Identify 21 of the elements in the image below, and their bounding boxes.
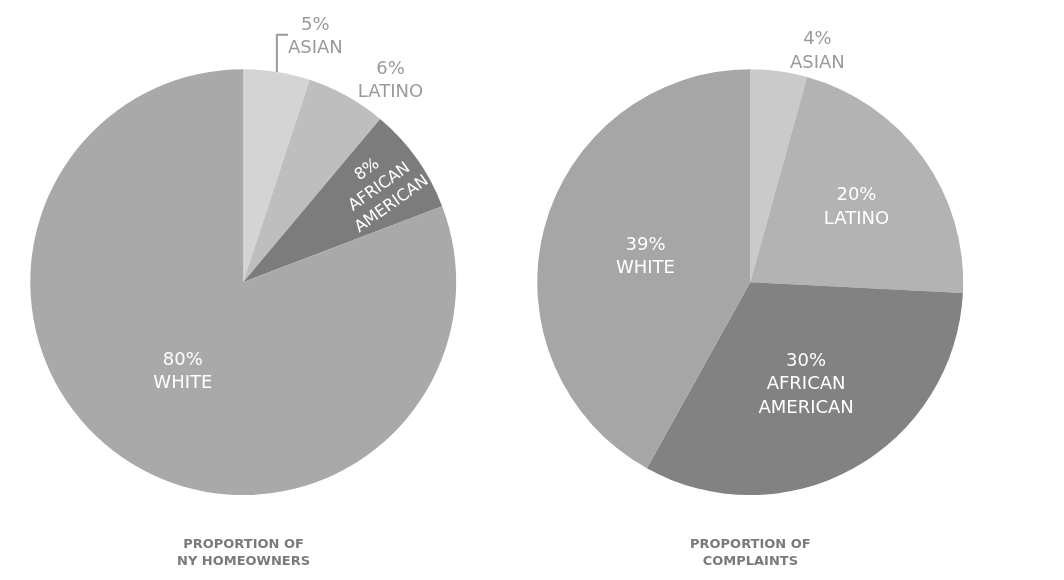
- pie-slice: [750, 76, 963, 293]
- text: PROPORTION OF NY HOMEOWNERS: [177, 536, 311, 568]
- slice-label: WHITE: [615, 256, 675, 278]
- data-label: 80%: [162, 347, 203, 369]
- slice-label: WHITE: [153, 371, 213, 393]
- data-label: 5%: [301, 12, 330, 34]
- pie-slice: [646, 282, 963, 496]
- data-label: 4%: [803, 27, 832, 49]
- data-label: 20%: [836, 183, 877, 205]
- slice-label: LATINO: [357, 80, 424, 102]
- text: PROPORTION OF COMPLAINTS: [690, 536, 811, 568]
- pie-slice: [537, 69, 751, 469]
- slice-label: ASIAN: [790, 50, 845, 72]
- slice-label: ASIAN: [287, 35, 343, 57]
- data-label: 39%: [625, 232, 666, 254]
- pie-slice: [243, 69, 310, 283]
- slice-label: AFRICAN AMERICAN: [758, 372, 854, 417]
- data-label: 6%: [376, 56, 405, 78]
- data-label: 30%: [786, 348, 827, 370]
- slice-label: LATINO: [823, 206, 890, 228]
- pie-slice: [750, 69, 808, 283]
